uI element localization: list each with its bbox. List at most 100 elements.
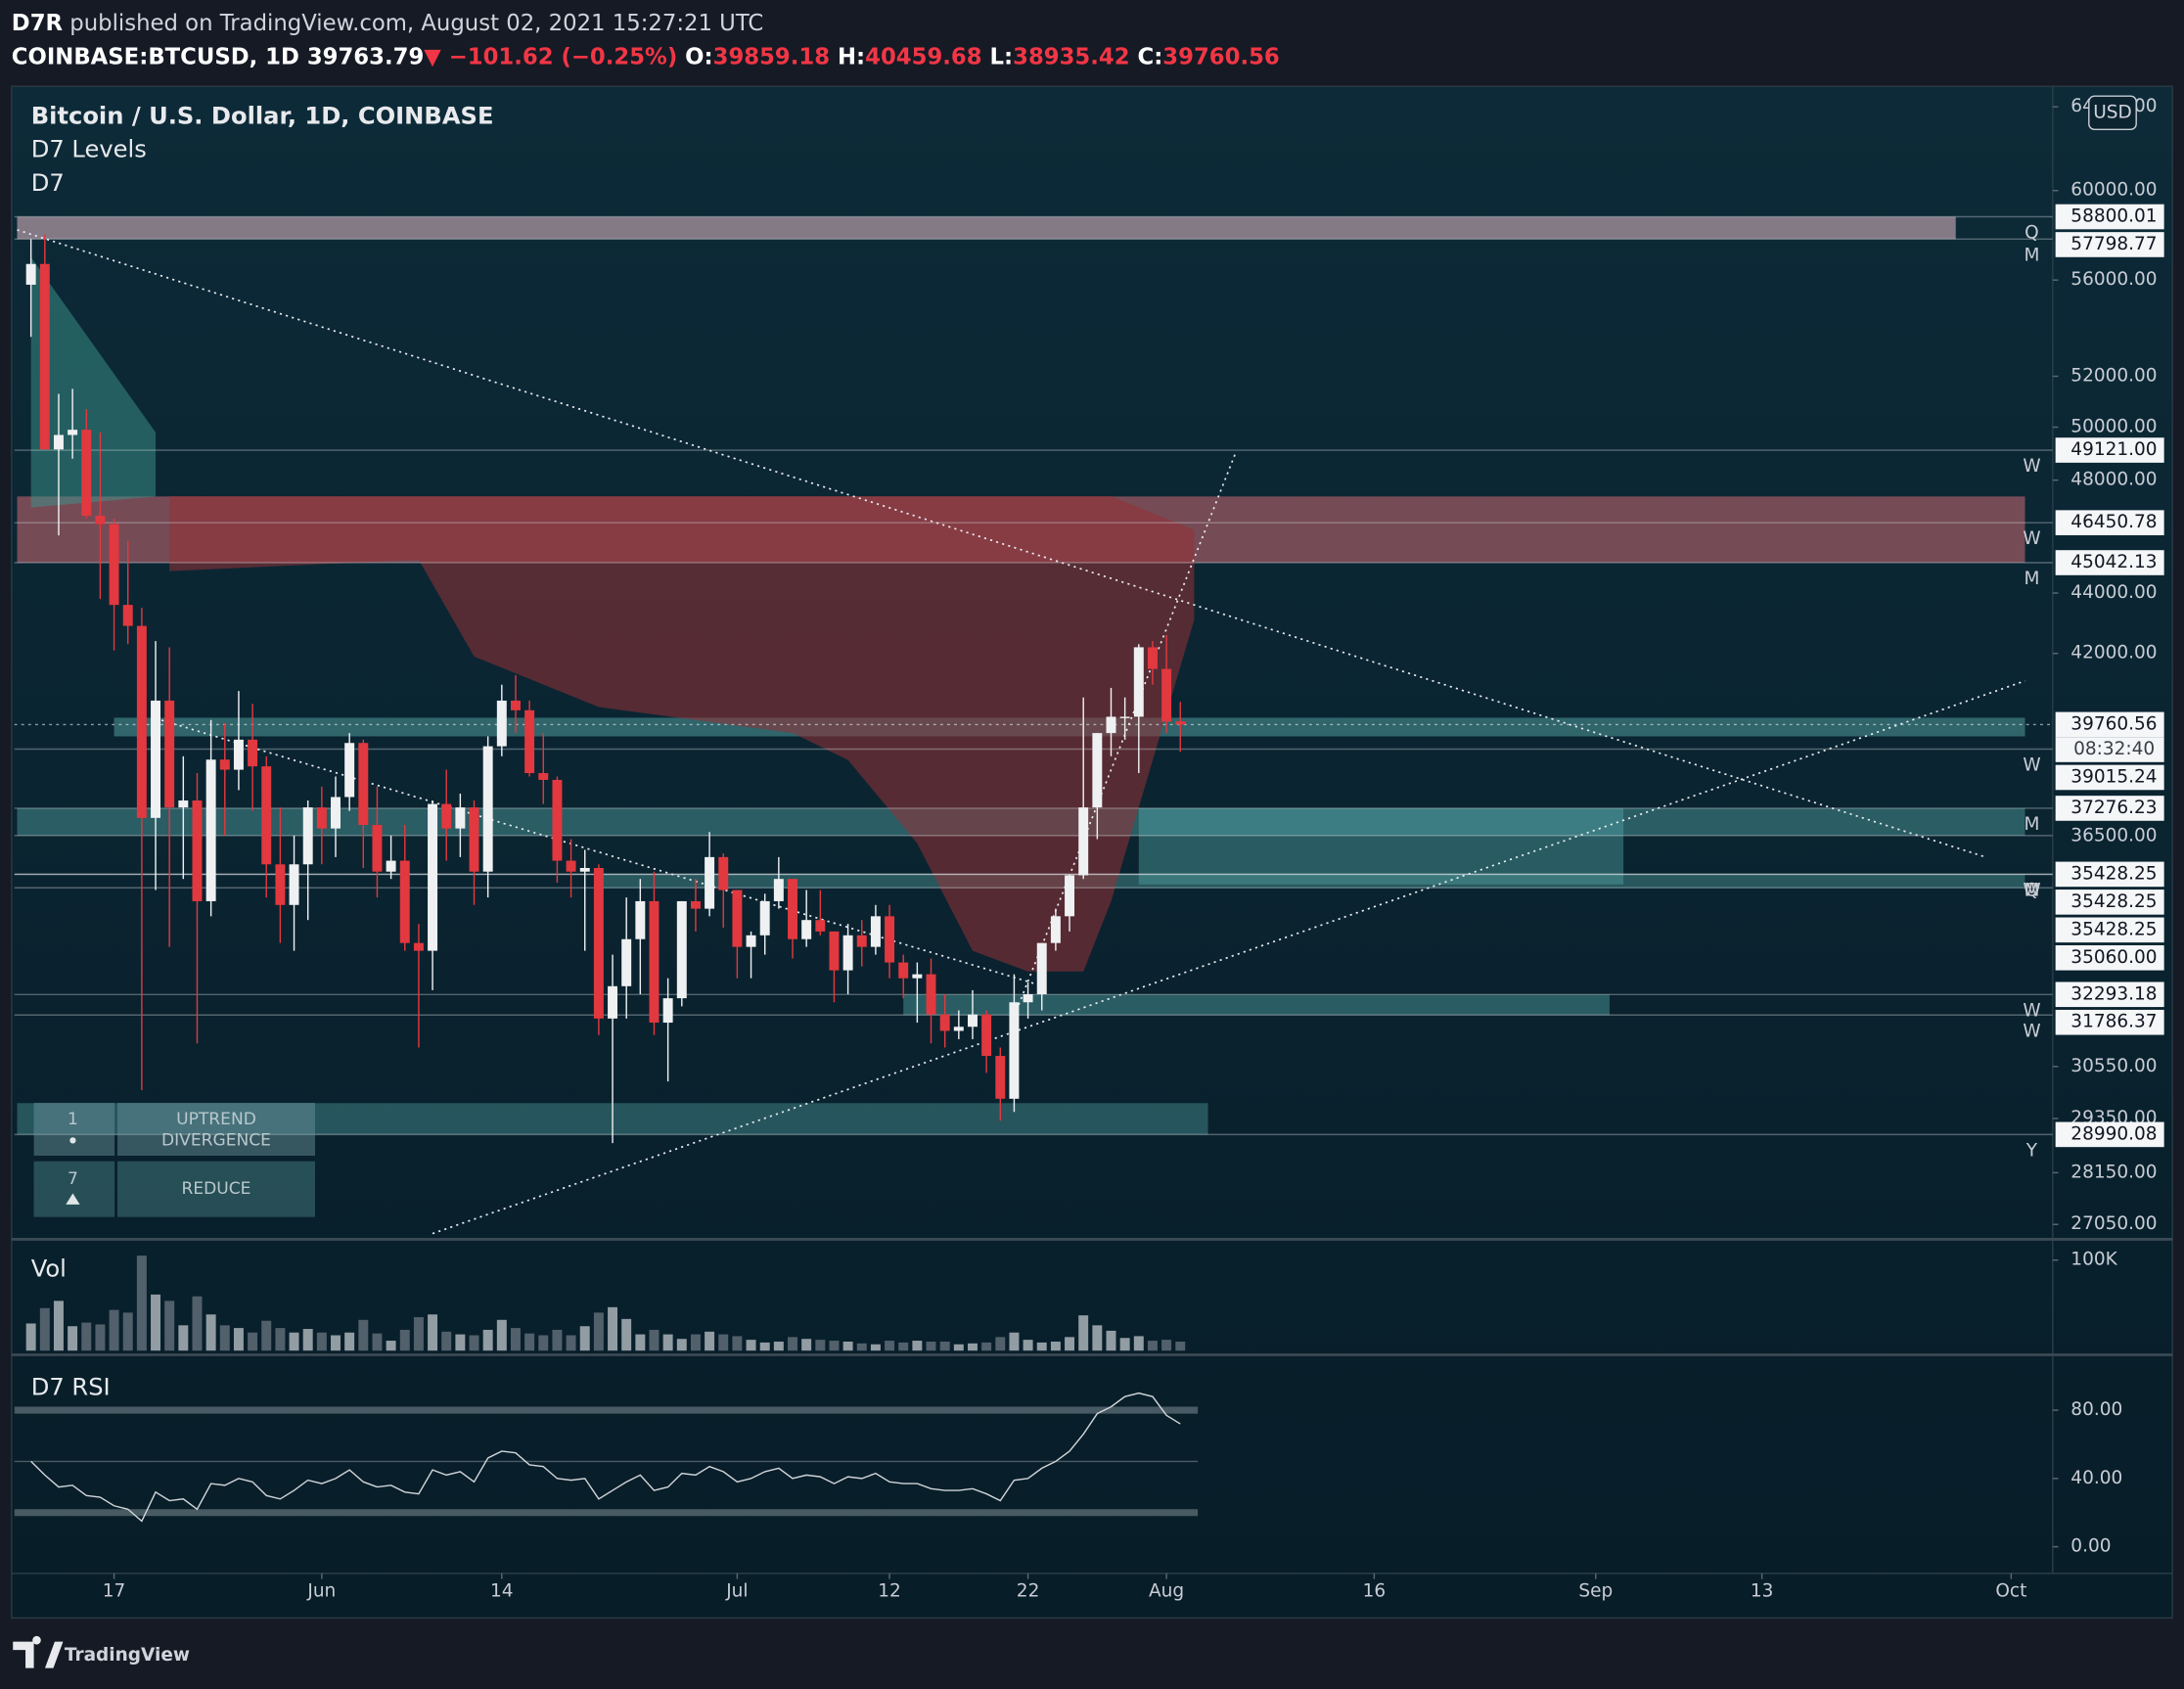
volume-bar (358, 1319, 369, 1351)
quote-line: COINBASE:BTCUSD, 1D 39763.79▼ −101.62 (−… (12, 44, 1280, 69)
rsi-line (30, 1392, 1181, 1523)
candle-body (815, 920, 826, 932)
logo-mark[interactable] (13, 1635, 64, 1668)
volume-bar (39, 1307, 50, 1351)
chart-title: Bitcoin / U.S. Dollar, 1D, COINBASE (31, 103, 494, 130)
h-value: 40459.68 (865, 44, 981, 69)
table-cell (116, 1102, 316, 1157)
volume-bar (428, 1314, 438, 1351)
level-label-box (2055, 861, 2164, 888)
candle-body (1078, 807, 1089, 876)
candle-body (967, 1014, 978, 1027)
table-cell (33, 1102, 115, 1157)
volume-bar (455, 1334, 466, 1351)
volume-bar (732, 1336, 743, 1351)
level-label-box (2055, 232, 2164, 257)
volume-bar (1147, 1341, 1158, 1351)
level-label-box (2055, 550, 2164, 575)
volume-bar (192, 1296, 203, 1351)
candle-body (593, 867, 604, 1019)
level-label: 39760.56 (2070, 713, 2157, 734)
volume-bar (566, 1335, 576, 1351)
y-tick-label: 52000.00 (2070, 366, 2157, 387)
level-tag: W (2023, 880, 2040, 900)
candle-body (399, 860, 410, 943)
table-cell (116, 1161, 316, 1217)
volume-bar (870, 1344, 881, 1351)
volume-bar (953, 1344, 964, 1351)
rsi-title: D7 RSI (31, 1374, 111, 1401)
candle-body (953, 1027, 964, 1031)
y-tick-label: 0.00 (2070, 1536, 2111, 1557)
volume-bar (1106, 1330, 1116, 1351)
candle-body (649, 900, 660, 1024)
volume-bar (1119, 1338, 1130, 1351)
volume-bar (524, 1333, 535, 1351)
volume-bar (469, 1335, 479, 1351)
y-tick-label: 60000.00 (2070, 180, 2157, 201)
y-tick-label: 42000.00 (2070, 643, 2157, 663)
candle-body (538, 773, 549, 780)
level-tag: Y (2025, 1140, 2038, 1161)
y-tick-label: 44000.00 (2070, 582, 2157, 603)
x-tick-label: 14 (490, 1580, 514, 1601)
candle-body (496, 700, 507, 747)
candle-body (995, 1056, 1006, 1099)
volume-bar (1092, 1325, 1103, 1351)
volume-bar (788, 1337, 797, 1351)
volume-bar (773, 1341, 784, 1351)
volume-bar (275, 1328, 286, 1351)
volume-bar (1065, 1337, 1075, 1351)
candle-body (289, 864, 299, 905)
x-tick-label: 13 (1751, 1580, 1774, 1601)
level-label: 35060.00 (2070, 947, 2157, 968)
currency[interactable]: USD (2093, 102, 2132, 122)
zone (17, 216, 1956, 240)
volume-bar (552, 1329, 563, 1351)
candle-body (68, 430, 78, 435)
candle-body (510, 700, 521, 710)
volume-bar (261, 1320, 272, 1351)
volume-bar (122, 1312, 133, 1351)
reduce-triangle (66, 1193, 80, 1205)
level-label-box (2055, 764, 2164, 791)
trend-line (432, 680, 2025, 1235)
candle-body (552, 779, 563, 861)
x-tick-label: Jul (725, 1580, 748, 1601)
level-label: 36500.00 (2070, 825, 2157, 845)
candle-body (579, 867, 590, 872)
y-tick-label: 27050.00 (2070, 1213, 2157, 1234)
volume-bar (441, 1331, 452, 1351)
x-tick-label: Jun (306, 1580, 336, 1601)
candle-body (219, 759, 230, 770)
level-label-box (2055, 1121, 2164, 1148)
level-label: 31786.37 (2070, 1012, 2157, 1032)
candle-body (1050, 916, 1061, 943)
candle-body (275, 864, 286, 905)
volume-bar (386, 1341, 396, 1351)
candle-body (1106, 716, 1116, 734)
c-label: C: (1138, 44, 1163, 69)
brand-logo[interactable]: TradingView (13, 1635, 190, 1668)
candle-body (718, 856, 729, 890)
candle-body (1147, 647, 1158, 669)
legend-table: 1 UPTREND DIVERGENCE 7 REDUCE (33, 1102, 316, 1217)
candle-body (939, 1014, 950, 1031)
volume-bar (68, 1326, 78, 1351)
candle-body (441, 803, 452, 829)
candle-body (524, 709, 535, 774)
table-text: DIVERGENCE (161, 1130, 271, 1150)
candle-body (1023, 993, 1033, 1003)
candle-body (122, 605, 133, 626)
brand-name[interactable]: TradingView (65, 1645, 190, 1666)
currency-badge[interactable] (2088, 95, 2137, 131)
volume-bar (1023, 1340, 1033, 1351)
volume-bar (967, 1343, 978, 1351)
candle-body (136, 625, 147, 818)
candle-body (344, 743, 355, 798)
axes: 64000.0060000.0056000.0052000.0050000.00… (103, 96, 2164, 1601)
volume-bar (109, 1309, 119, 1351)
candle-body (1092, 733, 1103, 808)
volume-bar (621, 1318, 632, 1351)
candle-body (151, 700, 161, 818)
